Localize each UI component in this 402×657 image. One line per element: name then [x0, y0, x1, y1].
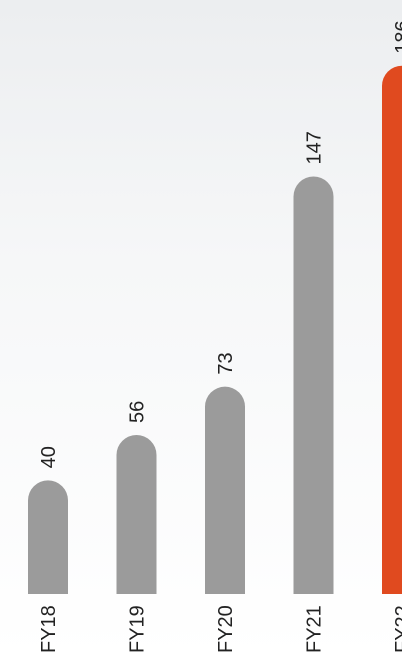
- category-label-fy21: FY21: [304, 605, 326, 653]
- bar-fy20: [205, 386, 245, 594]
- bar-fy18: [28, 480, 68, 594]
- value-label-fy21: 147: [304, 131, 326, 164]
- value-label-fy19: 56: [127, 401, 149, 423]
- value-label-fy22: 186: [392, 20, 402, 53]
- value-label-fy18: 40: [38, 446, 60, 468]
- bar-fy22: [382, 65, 402, 594]
- category-label-fy22: FY22: [392, 605, 402, 653]
- value-labels-layer: 40 56 73 147 186: [38, 20, 402, 468]
- category-labels-layer: FY18 FY19 FY20 FY21 FY22: [38, 605, 402, 653]
- bar-fy19: [116, 434, 157, 594]
- value-label-fy20: 73: [215, 352, 237, 374]
- category-label-fy18: FY18: [38, 605, 60, 653]
- bars-layer: [28, 65, 402, 594]
- category-label-fy20: FY20: [215, 605, 237, 653]
- category-label-fy19: FY19: [127, 605, 149, 653]
- bar-fy21: [293, 176, 334, 594]
